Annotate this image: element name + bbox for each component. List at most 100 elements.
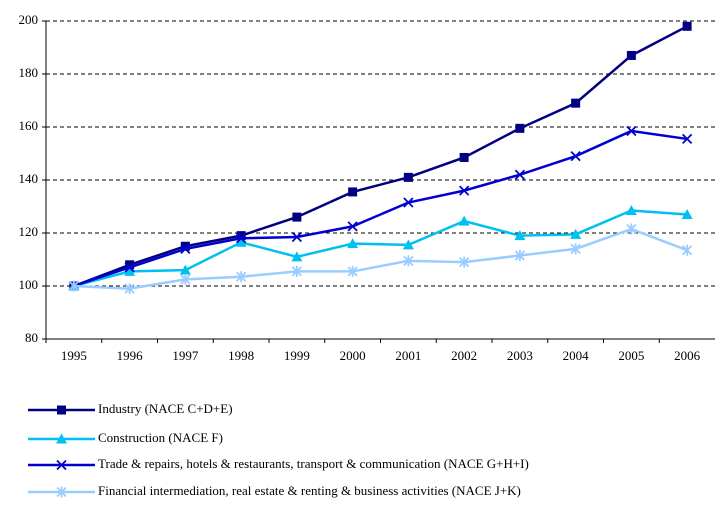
marker-shape bbox=[403, 172, 413, 182]
x-tick-label: 1997 bbox=[172, 348, 199, 363]
marker-shape bbox=[625, 204, 637, 215]
marker bbox=[235, 236, 247, 247]
marker-shape bbox=[180, 241, 190, 251]
series-line bbox=[73, 129, 688, 288]
x-tick-label: 1998 bbox=[228, 348, 254, 363]
marker-shape bbox=[570, 151, 581, 162]
marker bbox=[403, 172, 413, 182]
marker bbox=[291, 231, 303, 243]
marker-shape bbox=[291, 251, 303, 262]
marker bbox=[348, 187, 358, 197]
marker bbox=[291, 251, 303, 262]
marker bbox=[626, 223, 637, 235]
marker-shape bbox=[292, 212, 302, 222]
y-tick-label: 120 bbox=[19, 224, 39, 239]
x-tick-label: 1995 bbox=[61, 348, 87, 363]
marker bbox=[681, 208, 693, 219]
marker bbox=[403, 255, 414, 267]
legend-label: Financial intermediation, real estate & … bbox=[98, 483, 521, 498]
marker-shape bbox=[236, 231, 246, 241]
marker-shape bbox=[514, 169, 526, 180]
marker bbox=[124, 262, 135, 273]
marker-shape bbox=[179, 264, 191, 275]
marker-shape bbox=[56, 459, 67, 471]
x-tick-label: 2005 bbox=[618, 348, 644, 363]
x-tick-label: 1999 bbox=[284, 348, 310, 363]
marker bbox=[626, 50, 636, 60]
marker bbox=[681, 133, 693, 145]
marker bbox=[347, 221, 358, 232]
marker bbox=[682, 21, 692, 31]
marker-shape bbox=[348, 187, 358, 197]
marker bbox=[458, 215, 470, 226]
marker-shape bbox=[403, 197, 414, 208]
marker bbox=[570, 243, 581, 255]
y-tick-label: 180 bbox=[19, 65, 39, 80]
marker-shape bbox=[235, 233, 247, 244]
marker-shape bbox=[57, 405, 66, 415]
legend-label: Construction (NACE F) bbox=[98, 430, 223, 445]
marker bbox=[179, 264, 191, 275]
marker bbox=[124, 283, 135, 295]
marker bbox=[180, 241, 190, 251]
marker-shape bbox=[125, 260, 135, 270]
marker-shape bbox=[180, 243, 191, 255]
x-tick-label: 2004 bbox=[563, 348, 590, 363]
x-tick-label: 2003 bbox=[507, 348, 533, 363]
y-tick-label: 160 bbox=[19, 118, 39, 133]
marker bbox=[180, 243, 191, 255]
marker-shape bbox=[56, 433, 67, 444]
marker-shape bbox=[124, 262, 135, 273]
marker-shape bbox=[124, 265, 136, 276]
marker bbox=[514, 169, 526, 180]
marker bbox=[625, 204, 637, 215]
marker bbox=[570, 151, 581, 162]
marker bbox=[236, 231, 246, 241]
marker-shape bbox=[291, 231, 303, 243]
marker bbox=[56, 433, 67, 444]
legend-label: Industry (NACE C+D+E) bbox=[98, 401, 233, 416]
marker-shape bbox=[514, 230, 526, 241]
marker bbox=[458, 185, 470, 196]
marker bbox=[402, 239, 414, 250]
marker bbox=[514, 250, 526, 262]
marker-shape bbox=[235, 236, 247, 247]
marker-shape bbox=[626, 50, 636, 60]
marker bbox=[514, 230, 526, 241]
series-line bbox=[73, 25, 688, 288]
legend-label: Trade & repairs, hotels & restaurants, t… bbox=[98, 456, 529, 471]
marker bbox=[626, 125, 637, 137]
marker-shape bbox=[459, 152, 469, 162]
marker-shape bbox=[626, 125, 637, 137]
x-tick-label: 2006 bbox=[674, 348, 701, 363]
marker bbox=[124, 265, 136, 276]
marker bbox=[125, 260, 135, 270]
marker bbox=[68, 280, 80, 292]
y-tick-label: 100 bbox=[19, 277, 39, 292]
marker-shape bbox=[681, 208, 693, 219]
x-tick-label: 2002 bbox=[451, 348, 477, 363]
x-tick-label: 2000 bbox=[340, 348, 366, 363]
marker bbox=[403, 197, 414, 208]
marker bbox=[347, 238, 359, 249]
marker-shape bbox=[681, 133, 693, 145]
marker-shape bbox=[682, 21, 692, 31]
marker bbox=[56, 486, 67, 498]
marker-shape bbox=[347, 238, 359, 249]
marker-shape bbox=[347, 221, 358, 232]
marker bbox=[347, 265, 358, 277]
marker bbox=[180, 273, 191, 285]
y-tick-label: 140 bbox=[19, 171, 39, 186]
marker bbox=[57, 405, 66, 415]
x-tick-label: 2001 bbox=[395, 348, 421, 363]
marker bbox=[458, 256, 470, 268]
marker bbox=[292, 212, 302, 222]
marker-shape bbox=[570, 228, 582, 239]
marker-shape bbox=[515, 123, 525, 133]
marker bbox=[681, 244, 693, 256]
x-tick-label: 1996 bbox=[117, 348, 144, 363]
series-line bbox=[73, 227, 688, 290]
y-tick-label: 200 bbox=[19, 12, 39, 27]
marker-shape bbox=[458, 185, 470, 196]
marker-shape bbox=[458, 215, 470, 226]
